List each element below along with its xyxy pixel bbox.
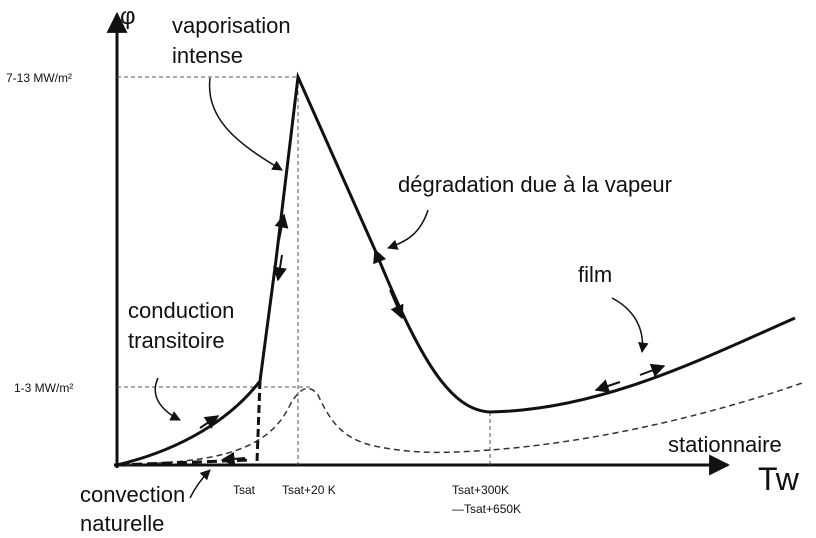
annotation: vaporisation	[172, 13, 291, 38]
annotation: transitoire	[128, 328, 225, 353]
annotation: intense	[172, 43, 243, 68]
x-level-label: —Tsat+650K	[452, 502, 521, 516]
guide-lines	[117, 76, 491, 465]
annotation: stationnaire	[668, 432, 782, 457]
transient-curve	[116, 71, 796, 467]
y-level-label: 1-3 MW/m²	[14, 381, 73, 395]
annotation: film	[578, 262, 612, 287]
steady-curve	[116, 381, 806, 466]
annotation: convection	[80, 482, 185, 507]
annotation: dégradation due à la vapeur	[398, 172, 672, 197]
x-axis-label: Tw	[758, 461, 800, 497]
x-level-label: Tsat+20 K	[282, 483, 336, 497]
annotation-pointers	[154, 77, 649, 499]
y-axis-label: φ	[120, 3, 136, 30]
annotation: conduction	[128, 298, 234, 323]
curve-arrows	[199, 213, 666, 466]
y-level-label: 7-13 MW/m²	[6, 71, 72, 85]
annotation: naturelle	[80, 511, 164, 536]
tsat-drop	[255, 380, 262, 463]
x-level-label: Tsat+300K	[452, 483, 509, 497]
x-level-label: Tsat	[233, 483, 256, 497]
